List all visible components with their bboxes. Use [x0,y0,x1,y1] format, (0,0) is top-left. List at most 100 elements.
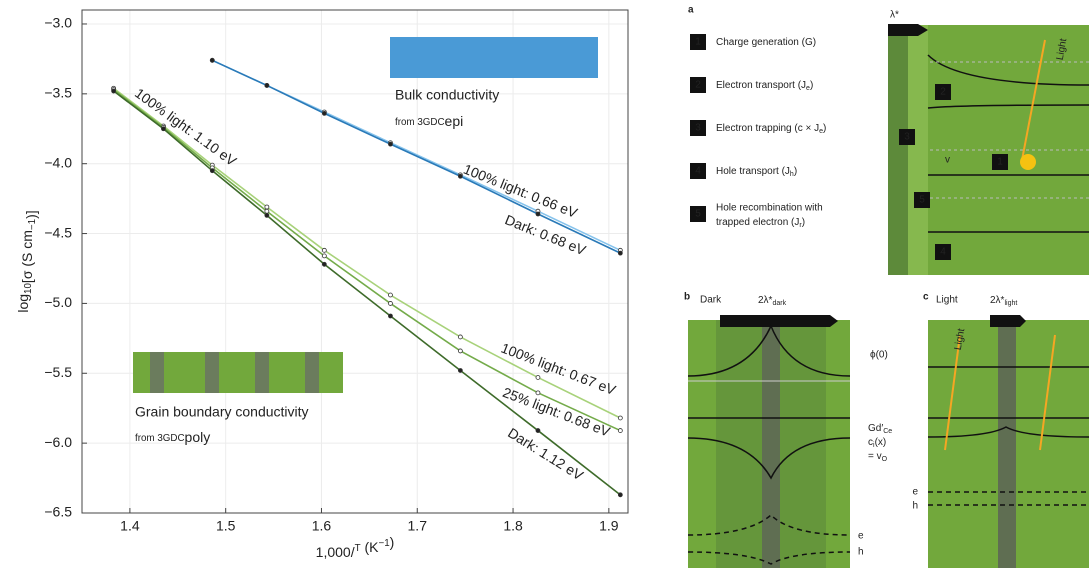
step-label-part: ) [823,123,826,134]
data-point [265,205,269,209]
eq-label-part: = v [868,451,882,462]
lambda-label-part: light [1004,300,1017,307]
data-point [618,251,622,255]
data-point [161,127,165,131]
gb-label: Grain boundary conductivity [135,404,309,420]
panel-title: Light [936,295,958,306]
data-point [388,142,392,146]
step-label-part: ) [810,80,813,91]
x-tick-label: 1.5 [216,518,236,534]
x-tick-label: 1.8 [503,518,523,534]
panel-letter: a [688,5,694,16]
step-label: Charge generation (G) [716,37,816,48]
bulk-label: Bulk conductivity [395,87,499,103]
gd-label: Gd′Ce [868,423,892,435]
data-point [536,212,540,216]
panel-a-diagram [888,24,1089,275]
x-axis-label: 1,000/T (K−1) [316,534,395,560]
lambda-label: 2λ*light [990,295,1017,307]
bulk-label-2-part: from 3GDC [395,117,445,128]
x-axis-label-part: −1 [378,538,389,549]
panel-c-diagram [928,315,1089,568]
step-number: 1 [695,37,701,48]
bulk-label-2-part: epi [445,113,464,129]
y-tick-label: −4.0 [44,154,72,170]
step-label-part: Hole transport (J [716,166,790,177]
panel-letter: b [684,292,690,303]
data-point [536,429,540,433]
data-point [618,429,622,433]
step-number-diagram: 1 [997,157,1003,168]
step-number: 3 [695,123,701,134]
lambda-label-part: 2λ* [990,295,1005,306]
data-point [112,89,116,93]
figure: 1.4 1.5 1.6 1.7 1.8 1.9 −3.0 −3.5 −4.0 −4.5 −5.0 −5… [0,0,1089,568]
y-tick-label: −3.0 [44,15,72,31]
series-label: 100% light: 0.66 eV [461,161,580,222]
data-point [322,248,326,252]
step-label: Electron transport (Je) [716,80,813,92]
x-tick-label: 1.7 [408,518,428,534]
x-tick-label: 1.6 [312,518,332,534]
gb-label-2-part: poly [185,429,211,445]
y-axis-label-part: 10 [23,283,34,294]
vo-label: v [945,155,950,166]
data-point [618,493,622,497]
e-label: e [912,487,918,498]
data-point [265,213,269,217]
lambda-label: 2λ*dark [758,295,787,307]
data-point [536,391,540,395]
data-point [458,335,462,339]
x-tick-label: 1.4 [120,518,140,534]
step-label-part: ) [802,217,805,228]
step-label: Electron trapping (c × Je) [716,123,826,135]
phi-label: ϕ(0) [870,350,888,361]
data-point [322,254,326,258]
step-label-part: ) [794,166,797,177]
step-label-part: Charge generation (G) [716,37,816,48]
e-label: e [858,531,864,542]
bulk-inset [390,37,598,78]
y-tick-label: −6.5 [44,504,72,520]
eq-label-part: O [882,456,888,463]
y-tick-label: −4.5 [44,224,72,240]
y-axis-label-part: −1 [27,219,38,230]
y-tick-label: −3.5 [44,85,72,101]
ci-label-part: (x) [875,437,887,448]
y-axis-label-part: [σ (S cm [19,230,35,283]
eq-label: = vO [868,451,888,463]
y-axis-label: log10[σ (S cm−1)] [15,210,39,312]
bulk-label-2: from 3GDCepi [395,113,463,129]
step-label: Hole transport (Jh) [716,166,797,178]
y-tick-label: −5.5 [44,364,72,380]
data-point [210,169,214,173]
h-label: h [858,547,864,558]
step-number-diagram: 4 [940,247,946,258]
x-axis-label-part: ) [390,534,395,550]
ci-label: ci(x) [868,437,886,449]
data-point [458,349,462,353]
step-label-part: trapped electron (J [716,217,799,228]
step-number: 4 [695,166,701,177]
y-axis-label-part: log [15,294,31,313]
panel-title: Dark [700,295,722,306]
data-point [322,262,326,266]
x-axis-label-part: 1,000/ [316,544,355,560]
step-number: 2 [695,80,701,91]
gd-label-part: Ce [883,428,892,435]
step-label: Hole recombination with [716,203,823,214]
step-number-diagram: 3 [904,132,910,143]
lambda-label: λ* [890,10,899,21]
gb-label-2: from 3GDCpoly [135,429,210,445]
lambda-label-part: dark [772,300,786,307]
data-point [618,416,622,420]
gb-inset [133,352,343,393]
step-label-part: Electron trapping (c × J [716,123,819,134]
x-tick-label: 1.9 [599,518,619,534]
data-point [322,111,326,115]
step-number-diagram: 5 [919,195,925,206]
y-tick-label: −5.0 [44,294,72,310]
lambda-label-part: 2λ* [758,295,773,306]
annotation: 100% light: 1.10 eV [132,85,240,170]
h-label: h [912,501,918,512]
